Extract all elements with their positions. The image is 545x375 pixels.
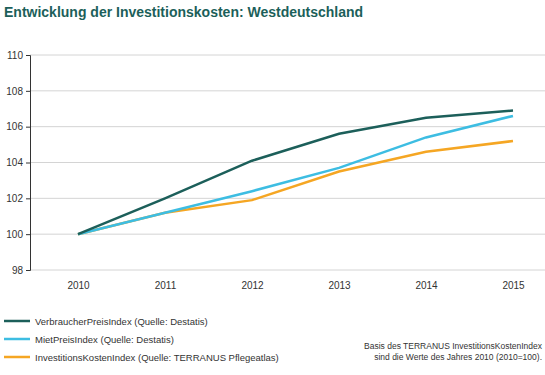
y-axis-line — [26, 56, 31, 271]
x-tick: 2013 — [328, 270, 351, 291]
y-tick: 98 — [12, 265, 30, 276]
x-tick: 2010 — [67, 270, 90, 291]
x-axis: 2010 2011 2012 2013 2014 2015 — [67, 270, 525, 291]
x-tick-label: 2015 — [502, 280, 525, 291]
x-tick: 2011 — [155, 270, 177, 291]
y-tick-label: 108 — [6, 86, 23, 97]
y-tick-mark — [26, 127, 30, 128]
x-tick-label: 2013 — [328, 280, 351, 291]
y-tick-mark — [26, 91, 30, 92]
grid-line — [30, 162, 545, 163]
y-tick: 108 — [6, 86, 30, 97]
series-line — [78, 141, 513, 234]
lines — [78, 111, 513, 235]
series-line — [78, 116, 513, 234]
x-tick-label: 2010 — [67, 280, 90, 291]
x-tick: 2012 — [241, 270, 264, 291]
grid-line — [30, 55, 545, 56]
y-tick: 102 — [6, 193, 30, 204]
x-tick-label: 2012 — [241, 280, 264, 291]
legend: VerbraucherPreisIndex (Quelle: Destatis)… — [4, 316, 279, 363]
annotation-line: sind die Werte des Jahres 2010 (2010=100… — [374, 352, 542, 362]
chart: Entwicklung der Investitionskosten: West… — [0, 0, 545, 375]
title: Entwicklung der Investitionskosten: West… — [4, 4, 363, 20]
legend-label: MietPreisIndex (Quelle: Destatis) — [35, 334, 174, 345]
y-tick-mark — [26, 270, 30, 271]
x-tick: 2014 — [415, 270, 438, 291]
x-tick: 2015 — [502, 270, 525, 291]
y-tick: 104 — [6, 157, 30, 168]
y-tick-label: 104 — [6, 157, 23, 168]
legend-label: VerbraucherPreisIndex (Quelle: Destatis) — [35, 316, 208, 327]
x-tick-label: 2011 — [155, 280, 177, 291]
y-tick-label: 102 — [6, 193, 23, 204]
grid — [30, 55, 545, 270]
y-tick: 110 — [7, 50, 30, 61]
grid-line — [30, 198, 545, 199]
annotation-line: Basis des TERRANUS InvestitionsKostenInd… — [364, 341, 543, 351]
legend-swatch — [4, 356, 30, 359]
legend-label: InvestitionsKostenIndex (Quelle: TERRANU… — [35, 352, 279, 363]
y-tick-mark — [26, 234, 30, 235]
y-tick-label: 106 — [6, 121, 23, 132]
y-tick-mark — [26, 55, 30, 56]
x-tick-label: 2014 — [415, 280, 438, 291]
legend-swatch — [4, 338, 30, 341]
y-axis: 98 100 102 104 106 108 110 — [6, 50, 30, 276]
y-tick-label: 110 — [7, 50, 23, 61]
series-line — [78, 111, 513, 235]
y-tick: 106 — [6, 121, 30, 132]
grid-line — [30, 234, 545, 235]
annotation: Basis des TERRANUS InvestitionsKostenInd… — [364, 341, 543, 362]
legend-swatch — [4, 320, 30, 323]
grid-line — [30, 270, 545, 271]
y-tick-mark — [26, 163, 30, 164]
y-tick-mark — [26, 198, 30, 199]
grid-line — [30, 90, 545, 91]
y-tick: 100 — [6, 229, 30, 240]
y-tick-label: 100 — [6, 229, 23, 240]
y-tick-label: 98 — [12, 265, 24, 276]
